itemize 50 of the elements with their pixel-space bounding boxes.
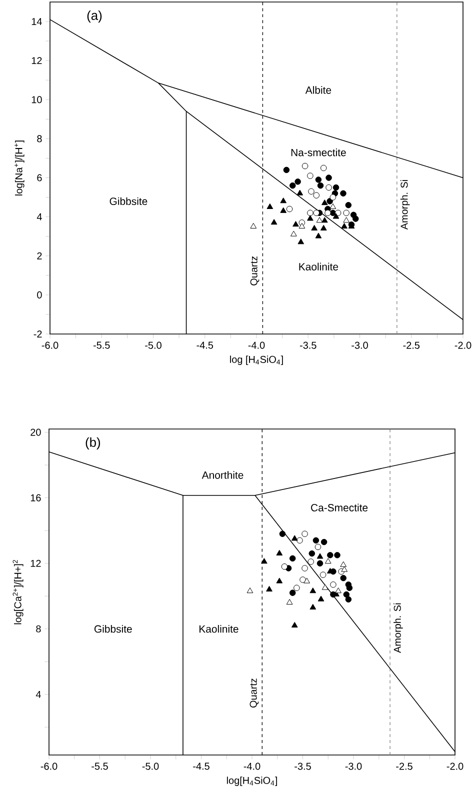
annotation: Kaolinite (200, 625, 238, 633)
annotation: Ca-Smectite (311, 504, 368, 512)
x-tick-label: -6.0 (42, 342, 58, 349)
ref-line-label: Amorph. Si (394, 603, 403, 653)
y-tick-label: 12 (30, 560, 41, 567)
x-tick-label: -5.5 (92, 762, 108, 770)
y-tick-label: 4 (36, 690, 41, 698)
x-tick-label: -2.5 (403, 342, 420, 349)
annotation: Albite (305, 86, 332, 94)
x-tick-label: -4.5 (193, 762, 210, 770)
y-tick-label: 0 (37, 291, 42, 298)
x-tick-label: -4.5 (196, 342, 214, 349)
y-axis-title: log[Na$^{+}$]/[H$^{+}$] (14, 140, 24, 196)
x-tick-label: -5.0 (142, 762, 159, 770)
y-tick-label: 8 (37, 135, 42, 142)
x-axis-title: log [H$_{4}$SiO$_{4}$] (230, 356, 283, 365)
y-tick-label: 14 (32, 18, 42, 25)
y-tick-label: 12 (32, 57, 42, 64)
x-axis-title: log[H$_{4}$SiO$_{4}$] (226, 776, 277, 786)
y-tick-label: 20 (30, 428, 41, 436)
x-tick-label: -4.0 (248, 342, 265, 349)
y-tick-label: 4 (36, 213, 42, 220)
text: (a) (87, 10, 102, 23)
x-tick-label: -5.0 (145, 342, 162, 349)
y-tick-label: 6 (37, 174, 42, 182)
annotation: Gibbsite (94, 625, 132, 633)
ref-line-label: Amorph. Si (400, 180, 410, 230)
x-tick-label: -5.5 (93, 342, 110, 349)
x-tick-label: -2.0 (454, 342, 472, 349)
y-tick-label: -2 (34, 330, 42, 338)
x-tick-label: -2.5 (396, 762, 412, 770)
y-axis-title: log[Ca$^{2+}$]/[H+]$^{2}$ (12, 560, 24, 624)
annotation: Anorthite (202, 471, 244, 479)
x-tick-label: -3.0 (345, 762, 362, 770)
x-tick-label: -4.0 (244, 762, 260, 770)
y-tick-label: 2 (37, 252, 42, 260)
x-tick-label: -3.0 (352, 342, 368, 349)
annotation: Na-smectite (291, 148, 346, 156)
text: (b) (86, 437, 100, 450)
x-tick-label: -3.5 (300, 342, 316, 349)
y-tick-label: 10 (32, 96, 42, 104)
x-tick-label: -2.0 (446, 762, 464, 770)
y-tick-label: 8 (36, 625, 41, 632)
ref-line-label: Quartz (250, 256, 260, 286)
ref-line-label: Quartz (250, 678, 259, 708)
y-tick-label: 16 (30, 494, 41, 502)
annotation: Kaolinite (299, 262, 338, 270)
annotation: Gibbsite (110, 197, 148, 206)
x-tick-label: -6.0 (40, 762, 58, 770)
x-tick-label: -3.5 (294, 762, 311, 770)
